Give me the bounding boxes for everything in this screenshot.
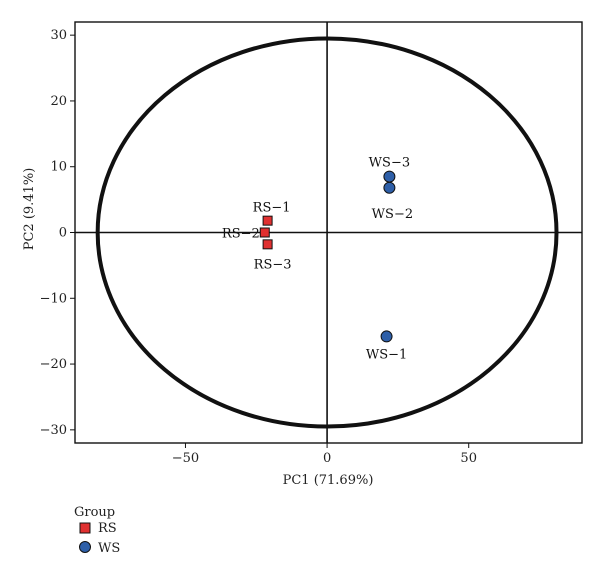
data-point-rs (259, 227, 270, 238)
legend-rs-marker (79, 522, 91, 534)
data-point-rs (262, 215, 273, 226)
legend-ws-label: WS (98, 541, 120, 556)
y-tick-label: 20 (50, 94, 67, 109)
legend-title: Group (74, 505, 115, 520)
x-axis-title: PC1 (71.69%) (283, 473, 374, 488)
point-label: RS−1 (253, 201, 291, 216)
legend-rs-label: RS (98, 521, 117, 536)
point-label: RS−3 (254, 257, 292, 272)
data-point-ws (380, 330, 393, 343)
legend-ws-marker (79, 541, 91, 553)
point-label: RS−2 (222, 227, 260, 242)
y-tick-label: −30 (40, 423, 67, 438)
point-label: WS−1 (366, 347, 407, 362)
x-tick-label: 0 (323, 451, 331, 466)
data-point-ws (383, 170, 396, 183)
y-axis-title: PC2 (9.41%) (22, 168, 37, 251)
point-label: WS−3 (369, 156, 410, 171)
y-tick-label: 0 (59, 226, 67, 241)
y-tick-label: 10 (50, 160, 67, 175)
y-tick-label: 30 (50, 28, 67, 43)
data-point-ws (383, 181, 396, 194)
data-point-rs (262, 239, 273, 250)
y-tick-label: −10 (40, 291, 67, 306)
x-tick-label: −50 (172, 451, 199, 466)
y-tick-label: −20 (40, 357, 67, 372)
legend: Group RS WS (74, 505, 120, 556)
point-label: WS−2 (372, 207, 413, 222)
x-tick-label: 50 (460, 451, 477, 466)
